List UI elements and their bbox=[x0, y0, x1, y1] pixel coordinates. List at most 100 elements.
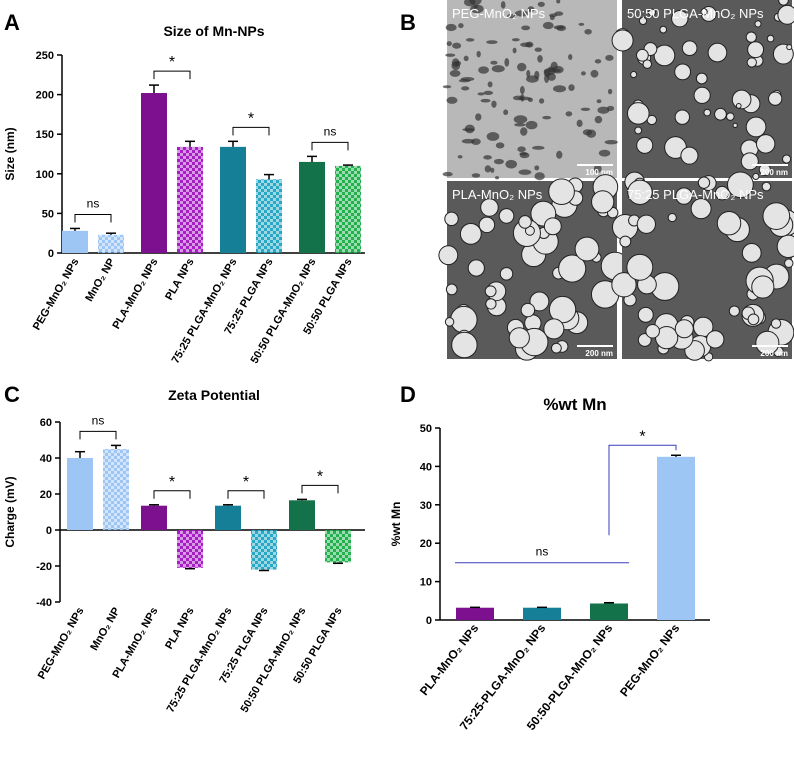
particle bbox=[494, 159, 504, 164]
particle bbox=[526, 75, 539, 82]
particle bbox=[537, 55, 543, 63]
particle bbox=[704, 109, 711, 116]
particle bbox=[736, 104, 741, 109]
particle bbox=[547, 73, 556, 81]
particle bbox=[445, 53, 455, 56]
annotation: * bbox=[317, 468, 323, 485]
particle bbox=[460, 223, 481, 244]
particle bbox=[584, 29, 591, 35]
bar bbox=[299, 162, 325, 253]
particle bbox=[556, 151, 562, 159]
particle bbox=[505, 160, 517, 169]
bar bbox=[141, 506, 167, 530]
y-tick-label: 100 bbox=[36, 169, 54, 181]
particle bbox=[519, 216, 532, 229]
x-tick-label: PLA NPs bbox=[163, 606, 196, 652]
particle bbox=[631, 72, 637, 78]
particle bbox=[539, 98, 544, 103]
particle bbox=[769, 92, 782, 105]
x-tick-label: PEG-MnO₂ NPs bbox=[617, 621, 682, 699]
particle bbox=[514, 115, 528, 123]
particle bbox=[748, 42, 764, 58]
particle bbox=[518, 97, 531, 101]
error-bar bbox=[149, 505, 159, 506]
particle bbox=[446, 24, 457, 31]
particle bbox=[532, 146, 544, 150]
particle bbox=[509, 328, 529, 348]
y-tick-label: 150 bbox=[36, 129, 54, 141]
particle bbox=[595, 59, 601, 63]
particle bbox=[452, 58, 459, 67]
particle bbox=[608, 89, 612, 94]
particle bbox=[746, 32, 756, 42]
bar bbox=[335, 166, 361, 253]
annotation-bracket bbox=[80, 431, 116, 439]
x-tick-label: MnO₂ NP bbox=[88, 606, 122, 653]
y-axis-label: Size (nm) bbox=[3, 127, 17, 180]
x-tick-label: 75:25 PLGA-MnO₂ NPs bbox=[165, 606, 235, 715]
particle bbox=[729, 306, 739, 316]
particle bbox=[638, 307, 653, 322]
particle bbox=[517, 146, 526, 152]
particle bbox=[747, 58, 756, 67]
particle bbox=[675, 110, 689, 124]
particle bbox=[465, 124, 475, 133]
error-bar bbox=[185, 141, 195, 147]
bar bbox=[215, 506, 241, 530]
particle bbox=[451, 306, 477, 332]
annotation-bracket bbox=[228, 491, 264, 499]
annotation: * bbox=[169, 474, 175, 491]
particle bbox=[504, 58, 509, 67]
particle bbox=[466, 38, 475, 42]
particle bbox=[733, 123, 737, 127]
particle bbox=[696, 73, 707, 84]
particle bbox=[605, 55, 613, 61]
scale-label: 200 nm bbox=[585, 349, 613, 358]
particle bbox=[551, 343, 561, 353]
x-tick-label: PLA-MnO₂ NPs bbox=[110, 257, 160, 332]
particle bbox=[787, 45, 792, 50]
particle bbox=[487, 132, 500, 141]
y-tick-label: 0 bbox=[426, 615, 432, 627]
micrograph-label: 50:50 PLGA-MnO₂ NPs bbox=[627, 6, 764, 21]
particle bbox=[492, 65, 505, 72]
error-bar bbox=[264, 175, 274, 180]
particle bbox=[753, 173, 759, 179]
particle bbox=[479, 217, 494, 232]
particle bbox=[488, 81, 493, 87]
particle bbox=[682, 41, 697, 56]
particle bbox=[635, 127, 642, 134]
particle bbox=[495, 176, 499, 179]
error-bar bbox=[111, 445, 121, 449]
particle bbox=[520, 42, 532, 47]
bar bbox=[289, 500, 315, 530]
particle bbox=[717, 211, 740, 234]
particle bbox=[445, 318, 453, 326]
y-tick-label: 0 bbox=[46, 525, 52, 537]
error-bar bbox=[259, 570, 269, 571]
panel-label: A bbox=[4, 10, 20, 35]
particle bbox=[568, 54, 572, 60]
scale-label: 200 nm bbox=[760, 349, 788, 358]
y-tick-label: 10 bbox=[420, 577, 432, 589]
particle bbox=[478, 66, 489, 73]
particle bbox=[468, 260, 484, 276]
particle bbox=[486, 299, 496, 309]
error-bar bbox=[149, 85, 159, 93]
particle bbox=[746, 117, 766, 137]
y-tick-label: 40 bbox=[40, 453, 52, 465]
particle bbox=[477, 51, 481, 58]
particle bbox=[637, 49, 649, 61]
particle bbox=[607, 106, 614, 111]
particle bbox=[521, 303, 534, 316]
particle bbox=[748, 314, 759, 325]
particle bbox=[771, 319, 780, 328]
error-bar bbox=[106, 233, 116, 235]
annotation: ns bbox=[536, 545, 549, 559]
y-axis-label: Charge (mV) bbox=[3, 476, 17, 547]
y-tick-label: 20 bbox=[420, 538, 432, 550]
particle bbox=[485, 165, 491, 172]
particle bbox=[646, 324, 660, 338]
particle bbox=[521, 25, 530, 30]
annotation: * bbox=[243, 474, 249, 491]
